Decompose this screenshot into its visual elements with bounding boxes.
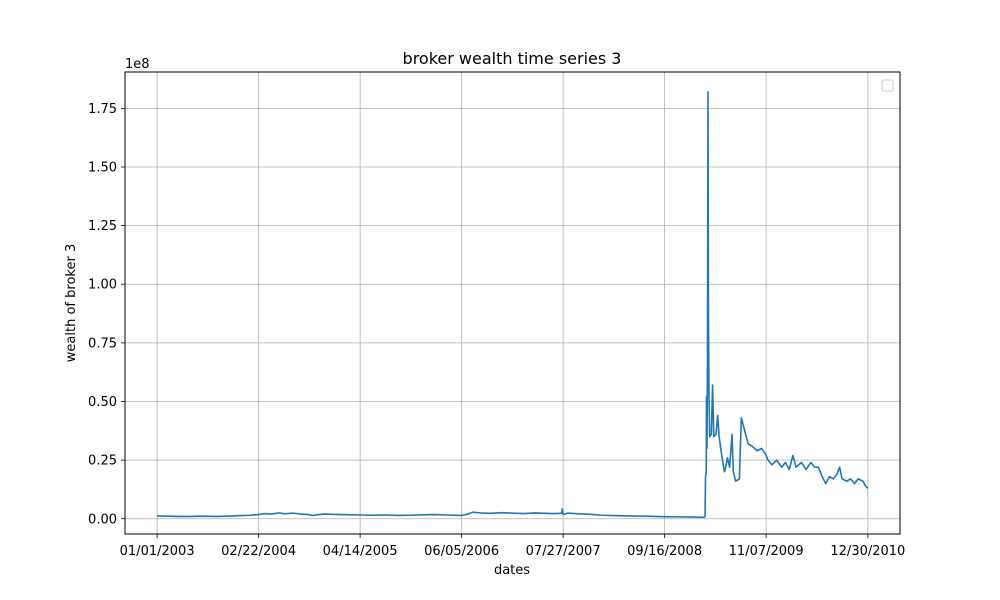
x-tick-label: 01/01/2003 — [120, 544, 195, 559]
y-offset-label: 1e8 — [125, 57, 150, 72]
y-tick-label: 1.25 — [88, 219, 117, 234]
x-tick-label: 07/27/2007 — [526, 544, 601, 559]
y-axis-label: wealth of broker 3 — [64, 244, 79, 362]
y-tick-label: 0.25 — [88, 454, 117, 469]
y-tick-label: 0.00 — [88, 512, 117, 527]
y-axis: 0.00 0.25 0.50 0.75 1.00 1.25 1.50 1.75 — [88, 102, 125, 527]
y-tick-label: 1.50 — [88, 160, 117, 175]
grid — [125, 72, 900, 534]
series-layer — [157, 91, 869, 519]
x-tick-label: 02/22/2004 — [221, 544, 296, 559]
y-tick-label: 1.75 — [88, 102, 117, 117]
x-tick-label: 11/07/2009 — [729, 544, 804, 559]
x-tick-label: 06/05/2006 — [424, 544, 499, 559]
x-tick-label: 12/30/2010 — [830, 544, 905, 559]
y-tick-label: 0.75 — [88, 336, 117, 351]
chart-title: broker wealth time series 3 — [403, 49, 622, 68]
x-axis-label: dates — [494, 563, 530, 578]
x-tick-label: 04/14/2005 — [323, 544, 398, 559]
series-line — [157, 91, 869, 519]
legend — [881, 79, 894, 92]
x-tick-label: 09/16/2008 — [627, 544, 702, 559]
y-tick-label: 0.50 — [88, 395, 117, 410]
plot-frame — [124, 71, 901, 535]
y-tick-label: 1.00 — [88, 278, 117, 293]
legend-box — [881, 79, 894, 92]
x-axis: 01/01/2003 02/22/2004 04/14/2005 06/05/2006… — [120, 534, 905, 559]
